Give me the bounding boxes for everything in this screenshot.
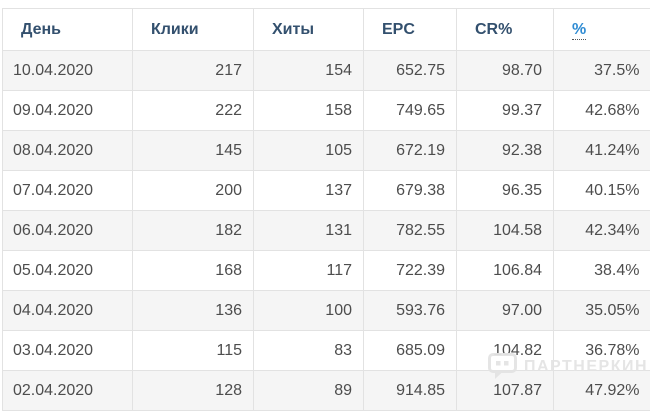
cell-hits: 89 (253, 370, 364, 411)
cell-epc: 593.76 (363, 290, 457, 331)
cell-cr: 97.00 (456, 290, 554, 331)
cell-clicks: 222 (132, 90, 254, 131)
cell-day: 08.04.2020 (2, 130, 133, 171)
table-header: День Клики Хиты EPC CR% % (2, 8, 650, 51)
cell-clicks: 200 (132, 170, 254, 211)
cell-epc: 679.38 (363, 170, 457, 211)
stats-table: День Клики Хиты EPC CR% % 10.04.2020 217 1… (2, 8, 650, 411)
column-header-hits: Хиты (253, 8, 364, 51)
cell-epc: 749.65 (363, 90, 457, 131)
cell-hits: 100 (253, 290, 364, 331)
cell-cr: 96.35 (456, 170, 554, 211)
cell-day: 02.04.2020 (2, 370, 133, 411)
cell-day: 05.04.2020 (2, 250, 133, 291)
cell-cr: 99.37 (456, 90, 554, 131)
column-header-percent: % (553, 8, 650, 51)
cell-epc: 914.85 (363, 370, 457, 411)
table-body: 10.04.2020 217 154 652.75 98.70 37.5% 09.04.20… (2, 50, 650, 411)
cell-percent: 42.34% (553, 210, 650, 251)
column-header-epc: EPC (363, 8, 457, 51)
cell-clicks: 217 (132, 50, 254, 91)
cell-clicks: 168 (132, 250, 254, 291)
cell-day: 04.04.2020 (2, 290, 133, 331)
cell-epc: 685.09 (363, 330, 457, 371)
cell-day: 10.04.2020 (2, 50, 133, 91)
cell-percent: 35.05% (553, 290, 650, 331)
table-row: 03.04.2020 115 83 685.09 104.82 36.78% (2, 330, 650, 371)
cell-hits: 105 (253, 130, 364, 171)
table-row: 07.04.2020 200 137 679.38 96.35 40.15% (2, 170, 650, 211)
cell-cr: 106.84 (456, 250, 554, 291)
cell-cr: 107.87 (456, 370, 554, 411)
cell-cr: 104.82 (456, 330, 554, 371)
cell-epc: 652.75 (363, 50, 457, 91)
cell-hits: 117 (253, 250, 364, 291)
table-row: 06.04.2020 182 131 782.55 104.58 42.34% (2, 210, 650, 251)
column-header-cr: CR% (456, 8, 554, 51)
table-row: 05.04.2020 168 117 722.39 106.84 38.4% (2, 250, 650, 291)
cell-hits: 154 (253, 50, 364, 91)
cell-cr: 98.70 (456, 50, 554, 91)
cell-epc: 782.55 (363, 210, 457, 251)
cell-day: 07.04.2020 (2, 170, 133, 211)
cell-percent: 41.24% (553, 130, 650, 171)
table-row: 09.04.2020 222 158 749.65 99.37 42.68% (2, 90, 650, 131)
cell-hits: 83 (253, 330, 364, 371)
cell-hits: 131 (253, 210, 364, 251)
stats-table-container: День Клики Хиты EPC CR% % 10.04.2020 217 1… (2, 8, 650, 411)
cell-day: 06.04.2020 (2, 210, 133, 251)
cell-cr: 104.58 (456, 210, 554, 251)
cell-clicks: 128 (132, 370, 254, 411)
cell-cr: 92.38 (456, 130, 554, 171)
cell-clicks: 115 (132, 330, 254, 371)
header-row: День Клики Хиты EPC CR% % (2, 8, 650, 51)
cell-epc: 672.19 (363, 130, 457, 171)
cell-clicks: 136 (132, 290, 254, 331)
cell-day: 09.04.2020 (2, 90, 133, 131)
column-header-clicks: Клики (132, 8, 254, 51)
table-row: 04.04.2020 136 100 593.76 97.00 35.05% (2, 290, 650, 331)
cell-percent: 38.4% (553, 250, 650, 291)
cell-day: 03.04.2020 (2, 330, 133, 371)
cell-percent: 37.5% (553, 50, 650, 91)
table-row: 08.04.2020 145 105 672.19 92.38 41.24% (2, 130, 650, 171)
table-row: 10.04.2020 217 154 652.75 98.70 37.5% (2, 50, 650, 91)
cell-clicks: 182 (132, 210, 254, 251)
cell-percent: 47.92% (553, 370, 650, 411)
table-row: 02.04.2020 128 89 914.85 107.87 47.92% (2, 370, 650, 411)
cell-percent: 40.15% (553, 170, 650, 211)
percent-sort-link[interactable]: % (572, 20, 587, 40)
cell-epc: 722.39 (363, 250, 457, 291)
cell-clicks: 145 (132, 130, 254, 171)
cell-hits: 137 (253, 170, 364, 211)
cell-hits: 158 (253, 90, 364, 131)
column-header-day: День (2, 8, 133, 51)
cell-percent: 42.68% (553, 90, 650, 131)
cell-percent: 36.78% (553, 330, 650, 371)
